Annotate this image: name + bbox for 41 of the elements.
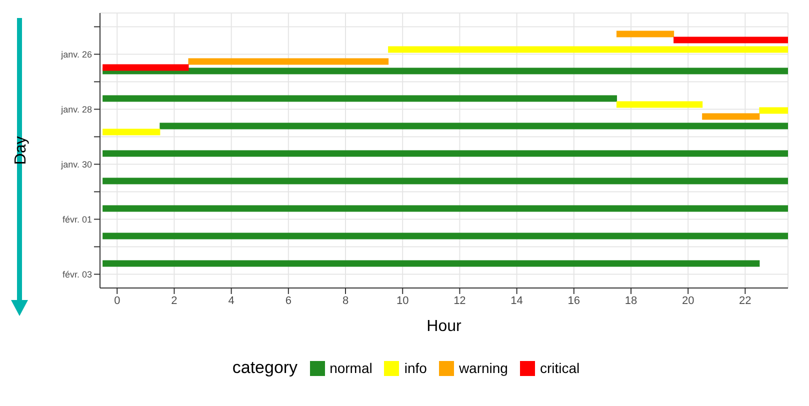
bar	[674, 36, 788, 44]
bar	[102, 128, 160, 136]
bar	[102, 232, 788, 240]
y-tick-label: févr. 01	[62, 214, 92, 224]
x-tick-label: 16	[568, 294, 580, 307]
bar	[702, 113, 760, 120]
bar	[102, 95, 617, 102]
x-tick-label: 6	[285, 294, 292, 307]
y-tick-label: janv. 26	[60, 49, 92, 60]
bar	[102, 150, 788, 157]
legend-label: critical	[540, 360, 580, 376]
legend-title: category	[232, 358, 298, 378]
y-axis-title: Day	[12, 136, 30, 165]
x-axis-title: Hour	[426, 318, 462, 335]
x-tick-label: 10	[396, 294, 409, 307]
x-tick-label: 18	[624, 294, 638, 307]
bar	[102, 260, 760, 267]
bar	[102, 178, 788, 184]
x-tick-label: 20	[682, 294, 694, 307]
x-tick-label: 0	[114, 294, 120, 307]
bar	[616, 101, 703, 108]
x-tick-label: 2	[171, 294, 178, 307]
bar	[188, 58, 389, 65]
y-tick-label: févr. 03	[62, 269, 92, 280]
legend-label: normal	[330, 360, 372, 376]
x-tick-label: 4	[228, 294, 234, 307]
x-tick-label: 8	[342, 294, 349, 307]
y-tick-label: janv. 28	[60, 104, 92, 114]
legend-label: info	[404, 360, 427, 376]
x-tick-label: 12	[454, 294, 466, 307]
bar	[759, 107, 788, 114]
bar	[102, 68, 788, 74]
x-tick-label: 22	[739, 294, 752, 307]
bar	[388, 46, 788, 53]
bar	[102, 64, 189, 71]
bar	[616, 30, 674, 38]
bar	[102, 205, 788, 212]
y-tick-label: janv. 30	[60, 159, 92, 170]
legend-label: warning	[458, 360, 508, 376]
bar	[160, 122, 788, 130]
x-tick-label: 14	[510, 294, 523, 307]
